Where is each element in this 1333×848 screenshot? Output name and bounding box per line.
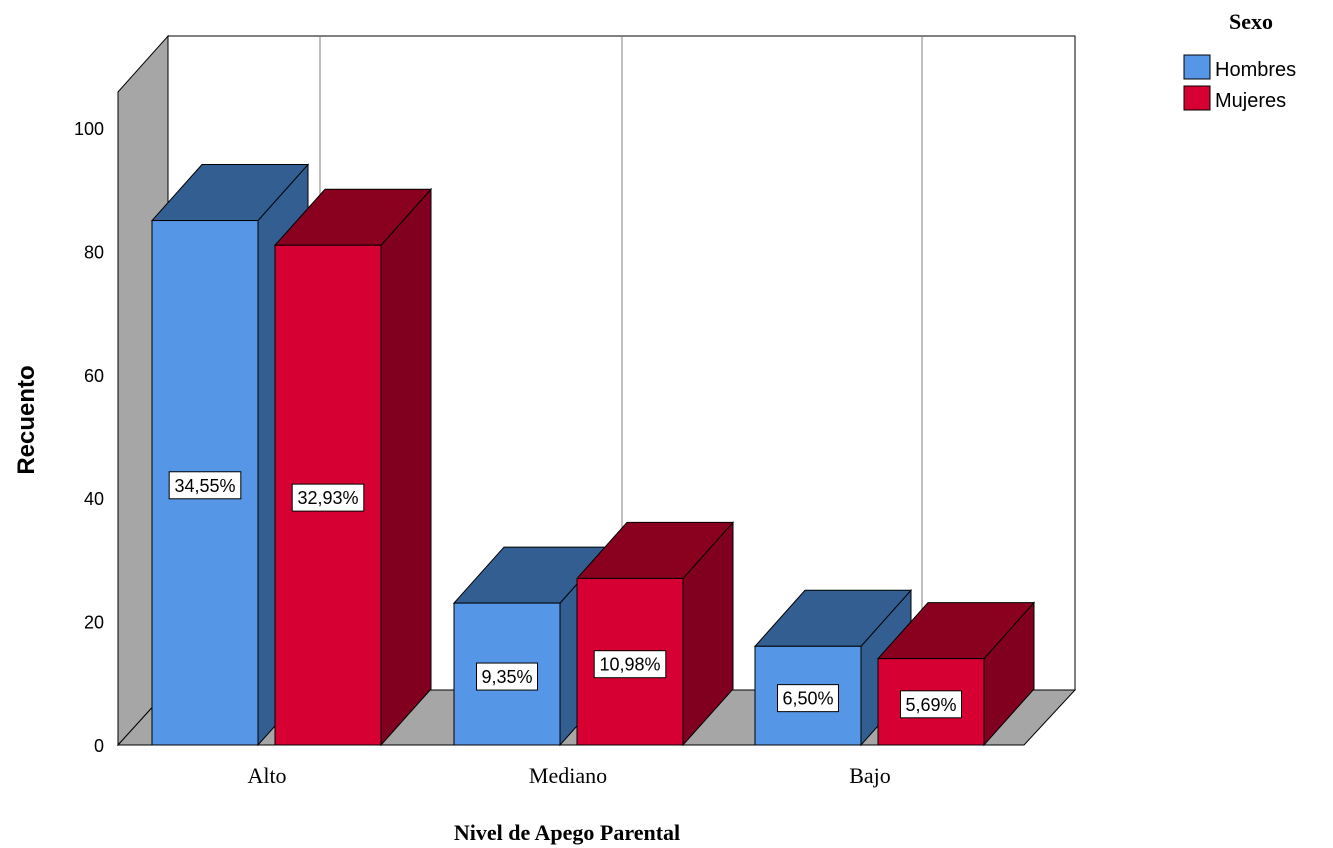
data-label: 9,35% bbox=[481, 667, 532, 687]
x-tick-label: Bajo bbox=[849, 763, 891, 788]
bar-side bbox=[380, 187, 432, 747]
data-label-box bbox=[291, 483, 365, 512]
y-tick-label: 20 bbox=[84, 613, 104, 633]
legend-label-mujeres: Mujeres bbox=[1215, 90, 1286, 112]
bar-mujeres-bajo: 5,69% bbox=[876, 601, 1036, 747]
legend-label-hombres: Hombres bbox=[1215, 59, 1296, 81]
data-label: 5,69% bbox=[905, 695, 956, 715]
y-tick-label: 0 bbox=[94, 736, 104, 756]
bars: 34,55% 32,93% 9,35% 10,98% 6,50% 5,69% bbox=[150, 163, 1036, 747]
data-label-box bbox=[777, 684, 839, 713]
data-label-box bbox=[900, 690, 962, 719]
legend: Sexo Hombres Mujeres bbox=[1183, 9, 1296, 112]
bar-mujeres-mediano: 10,98% bbox=[575, 521, 735, 747]
x-axis: Alto Mediano Bajo bbox=[247, 763, 890, 788]
legend-swatch-hombres bbox=[1183, 54, 1211, 80]
data-label-box bbox=[476, 662, 538, 691]
data-label: 32,93% bbox=[297, 488, 358, 508]
y-tick-label: 80 bbox=[84, 242, 104, 262]
y-tick-label: 60 bbox=[84, 366, 104, 386]
bar-mujeres-alto: 32,93% bbox=[273, 187, 433, 747]
y-axis: 0 20 40 60 80 100 bbox=[74, 119, 104, 756]
x-axis-title: Nivel de Apego Parental bbox=[454, 820, 680, 845]
data-label-box bbox=[168, 471, 242, 500]
data-label: 6,50% bbox=[782, 689, 833, 709]
bar-hombres-bajo: 6,50% bbox=[753, 588, 913, 747]
x-tick-label: Alto bbox=[247, 763, 286, 788]
legend-title: Sexo bbox=[1229, 9, 1273, 34]
legend-swatch-mujeres bbox=[1183, 85, 1211, 111]
y-axis-title: Recuento bbox=[13, 365, 40, 474]
y-tick-label: 100 bbox=[74, 119, 104, 139]
data-label-box bbox=[593, 650, 667, 679]
y-tick-label: 40 bbox=[84, 489, 104, 509]
x-tick-label: Mediano bbox=[529, 763, 607, 788]
data-label: 10,98% bbox=[599, 655, 660, 675]
data-label: 34,55% bbox=[174, 476, 235, 496]
